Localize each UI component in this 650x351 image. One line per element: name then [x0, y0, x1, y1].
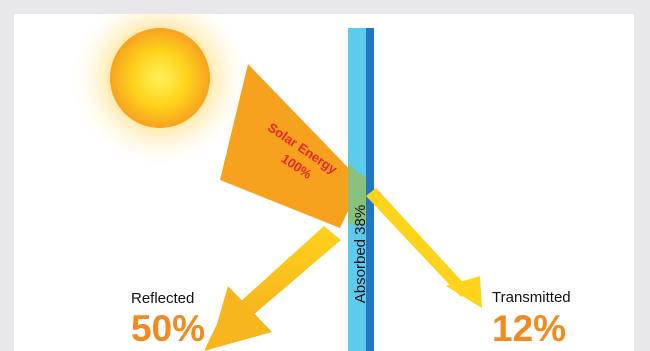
absorbed-label: Absorbed 38% — [352, 205, 369, 303]
reflected-arrowhead — [204, 286, 272, 351]
transmitted-label: Transmitted — [492, 289, 571, 306]
absorbed-energy-overlay — [348, 164, 366, 226]
glass-pane-dark — [366, 28, 374, 351]
transmitted-value: 12% — [492, 308, 567, 349]
transmitted-arrowhead — [446, 276, 482, 308]
solar-diagram-graphic: Solar Energy 100% Absorbed 38% — [68, 14, 482, 351]
reflected-label: Reflected — [131, 290, 195, 307]
transmitted-arrow-shaft — [366, 188, 470, 297]
reflected-arrow-shaft — [240, 226, 341, 316]
reflected-value: 50% — [131, 308, 206, 349]
solar-energy-beam — [220, 64, 362, 228]
diagram-canvas: Solar Energy 100% Absorbed 38% Reflected… — [14, 14, 634, 351]
sun-icon — [110, 28, 210, 128]
